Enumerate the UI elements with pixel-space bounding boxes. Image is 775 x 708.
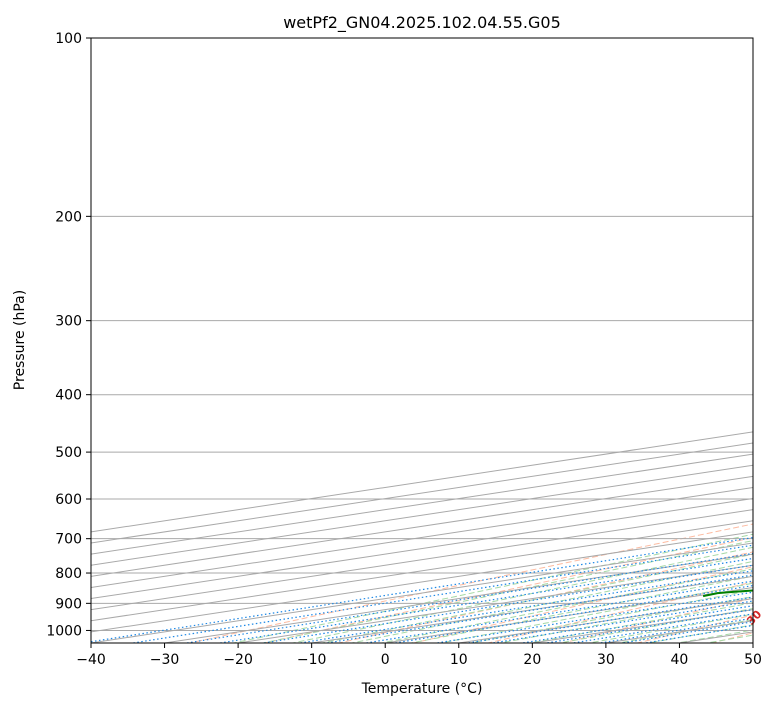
isotherm-line (385, 586, 753, 643)
plot-frame (90, 37, 754, 644)
chart-title: wetPf2_GN04.2025.102.04.55.G05 (283, 13, 561, 33)
moist-adiabat-line (585, 613, 753, 643)
mixing-ratio-line (322, 574, 753, 643)
moist-adiabat-line (497, 596, 753, 643)
moist-adiabat-line (703, 634, 753, 643)
x-axis-label: Temperature (°C) (361, 681, 483, 697)
isotherm-line (91, 464, 753, 566)
mixing-ratio-line (129, 544, 753, 643)
x-tick-label: 30 (597, 652, 615, 668)
y-tick-label: 500 (55, 445, 82, 461)
y-tick-label: 800 (55, 566, 82, 582)
dry-adiabat-line (261, 537, 753, 643)
moist-adiabat-line (378, 568, 753, 643)
moist-adiabat-line (644, 624, 753, 643)
x-tick-label: 10 (450, 652, 468, 668)
x-tick-label: 40 (671, 652, 689, 668)
x-tick-label: −10 (297, 652, 327, 668)
isotherm-line (91, 453, 753, 555)
isotherm-line (91, 475, 753, 577)
isotherm-line (91, 498, 753, 600)
moist-adiabat-line (526, 602, 753, 643)
mixing-ratio-line (296, 570, 753, 643)
x-tick-label: 20 (523, 652, 541, 668)
moist-adiabat-line (349, 560, 753, 643)
mixing-ratio-line (542, 608, 753, 643)
isotherm-line (91, 531, 753, 633)
mixing-ratio-line (569, 613, 753, 643)
isotherm-line (91, 442, 753, 544)
moist-adiabat-line (408, 575, 753, 643)
isotherm-line (91, 509, 753, 611)
x-tick-label: −20 (223, 652, 253, 668)
moist-adiabat-line (260, 540, 753, 643)
y-tick-label: 1000 (46, 623, 82, 639)
isotherm-line (752, 642, 753, 643)
x-tick-label: −40 (76, 652, 106, 668)
isotherm-line (91, 486, 753, 588)
dry-adiabat-line (411, 566, 753, 643)
x-tick-label: 0 (381, 652, 390, 668)
mixing-ratio-line (259, 564, 753, 643)
isotherm-line (532, 609, 753, 643)
y-tick-label: 200 (55, 209, 82, 225)
isotherm-line (91, 431, 753, 533)
x-tick-label: −30 (150, 652, 180, 668)
moist-adiabat-line (438, 582, 753, 643)
y-tick-label: 400 (55, 388, 82, 404)
y-tick-label: 300 (55, 314, 82, 330)
y-tick-label: 100 (55, 31, 82, 47)
y-tick-label: 700 (55, 532, 82, 548)
isotherm-line (91, 520, 753, 622)
dry-adiabat-line (485, 581, 753, 643)
y-axis-label: Pressure (hPa) (12, 290, 28, 390)
dewpoint-profile-line (702, 589, 753, 598)
x-tick-label: 50 (744, 652, 762, 668)
dry-adiabat-line (709, 632, 753, 643)
moist-adiabat-line (674, 629, 753, 643)
dry-adiabat-line (187, 523, 753, 643)
moist-adiabat-line (290, 546, 753, 643)
y-tick-label: 600 (55, 492, 82, 508)
y-tick-label: 900 (55, 596, 82, 612)
isotherm-line (91, 542, 753, 643)
